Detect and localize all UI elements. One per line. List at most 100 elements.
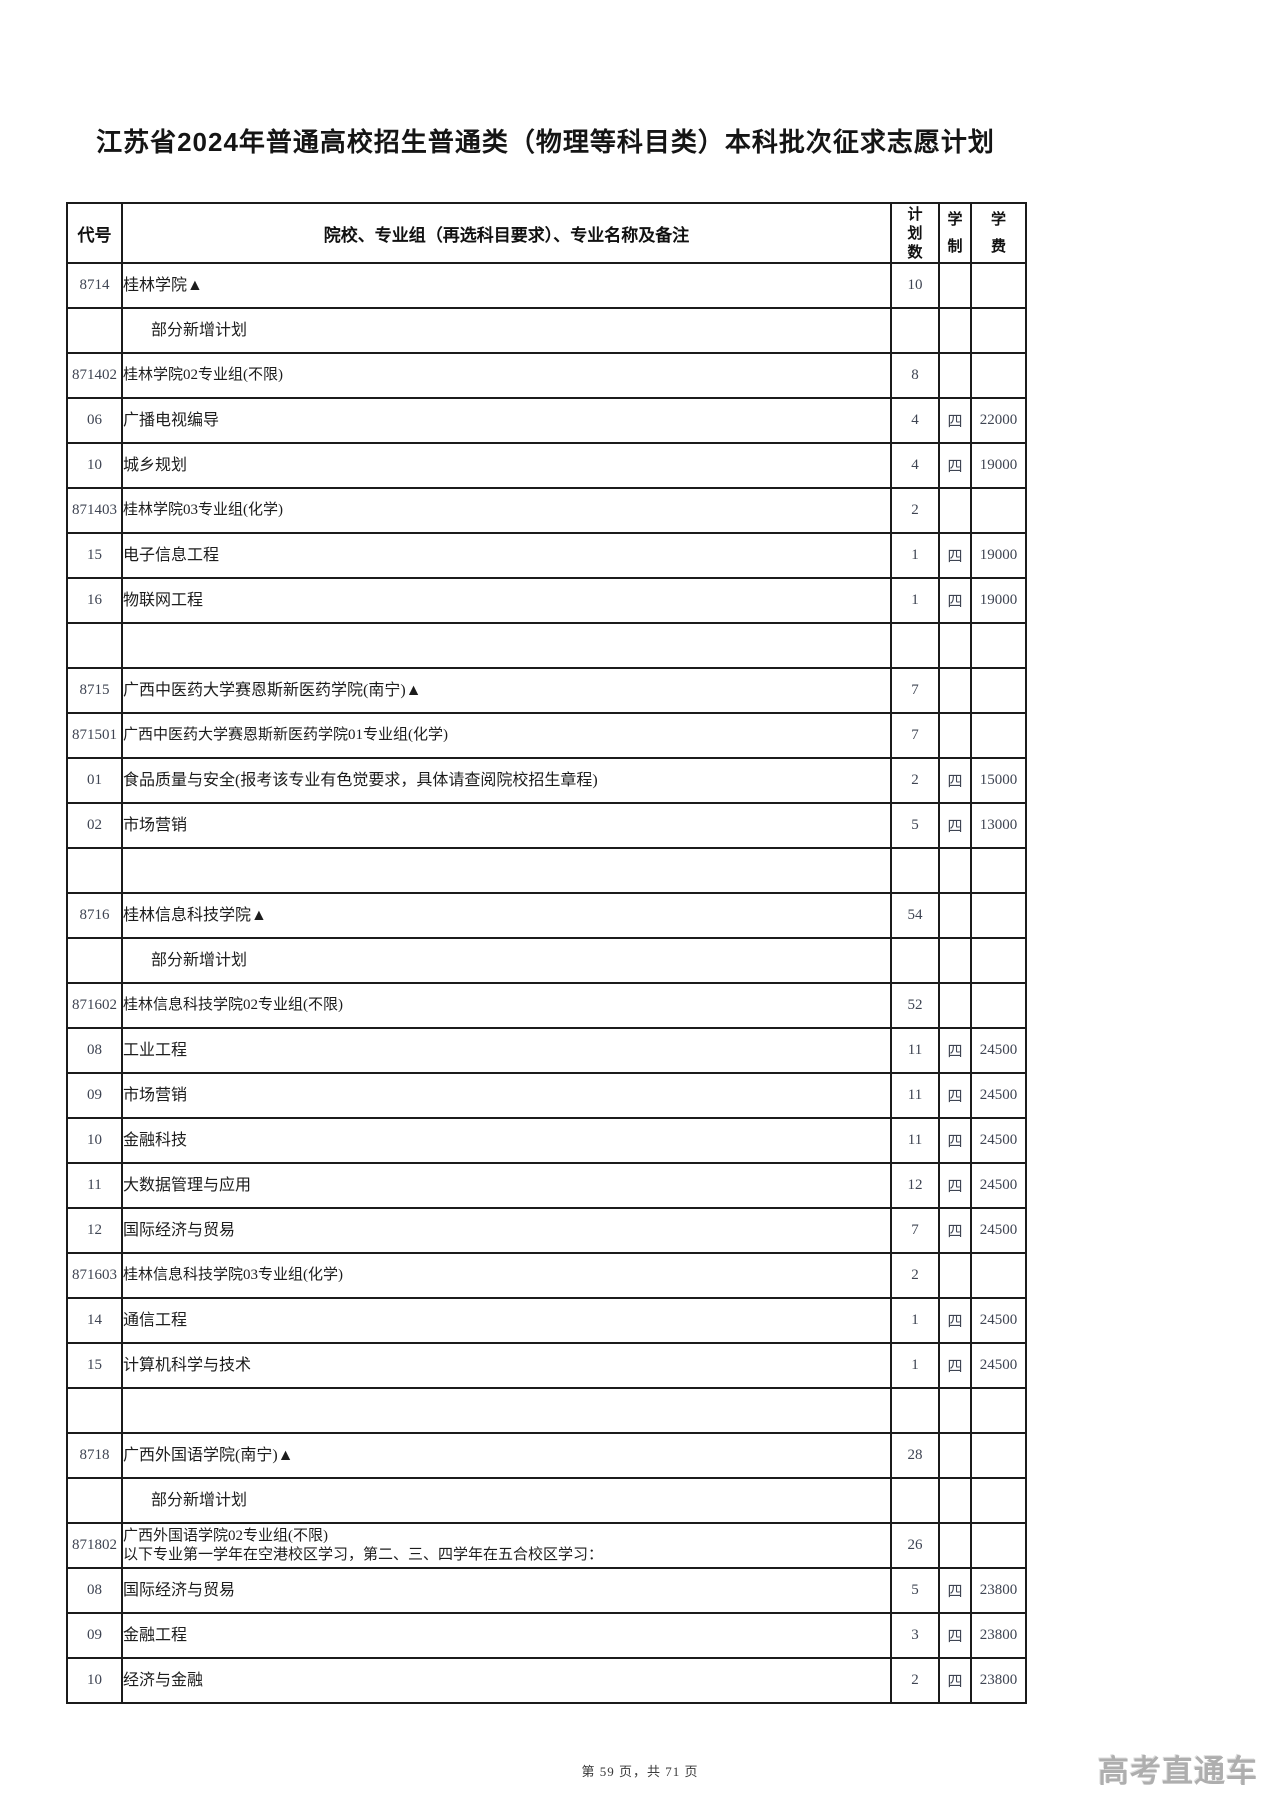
cell-tuition <box>970 712 1027 759</box>
cell-years: 四 <box>938 1162 972 1209</box>
cell-years: 四 <box>938 1612 972 1659</box>
cell-name: 经济与金融 <box>121 1657 892 1704</box>
cell-code <box>66 1477 123 1524</box>
cell-name: 金融科技 <box>121 1117 892 1164</box>
cell-tuition: 19000 <box>970 577 1027 624</box>
table-row: 871802 广西外国语学院02专业组(不限) 以下专业第一学年在空港校区学习，… <box>66 1522 1027 1569</box>
cell-plan-count: 54 <box>890 892 940 939</box>
cell-years <box>938 982 972 1029</box>
cell-name-line1: 桂林学院▲ <box>123 277 203 294</box>
cell-tuition <box>970 1252 1027 1299</box>
watermark-logo: 高考直通车 <box>1098 1754 1258 1789</box>
cell-tuition <box>970 892 1027 939</box>
table-row: 15 电子信息工程 1 四 19000 <box>66 532 1027 579</box>
cell-years: 四 <box>938 577 972 624</box>
table-row: 10 经济与金融 2 四 23800 <box>66 1657 1027 1704</box>
cell-years <box>938 352 972 399</box>
cell-plan-count: 11 <box>890 1027 940 1074</box>
cell-plan-count: 2 <box>890 757 940 804</box>
header-name: 院校、专业组（再选科目要求）、专业名称及备注 <box>121 202 892 264</box>
cell-code <box>66 307 123 354</box>
cell-years: 四 <box>938 1342 972 1389</box>
cell-code: 871602 <box>66 982 123 1029</box>
cell-name: 广西外国语学院02专业组(不限) 以下专业第一学年在空港校区学习，第二、三、四学… <box>121 1522 892 1569</box>
cell-name <box>121 622 892 669</box>
cell-plan-count: 7 <box>890 667 940 714</box>
cell-name-line1: 广西外国语学院(南宁)▲ <box>123 1447 294 1464</box>
cell-code <box>66 1387 123 1434</box>
table-row: 部分新增计划 <box>66 1477 1027 1524</box>
cell-name: 国际经济与贸易 <box>121 1207 892 1254</box>
cell-code: 02 <box>66 802 123 849</box>
cell-years: 四 <box>938 802 972 849</box>
cell-name: 国际经济与贸易 <box>121 1567 892 1614</box>
cell-name-line1: 部分新增计划 <box>151 952 248 969</box>
cell-name-line1: 金融科技 <box>123 1132 188 1149</box>
table-row: 10 城乡规划 4 四 19000 <box>66 442 1027 489</box>
cell-years: 四 <box>938 1072 972 1119</box>
table-row: 871402 桂林学院02专业组(不限) 8 <box>66 352 1027 399</box>
cell-name: 广西外国语学院(南宁)▲ <box>121 1432 892 1479</box>
cell-name-line1: 桂林信息科技学院02专业组(不限) <box>123 997 343 1013</box>
cell-years <box>938 1522 972 1569</box>
cell-years <box>938 1477 972 1524</box>
cell-years <box>938 487 972 534</box>
cell-code: 8714 <box>66 262 123 309</box>
cell-code: 10 <box>66 1117 123 1164</box>
cell-name-line1: 计算机科学与技术 <box>123 1357 252 1374</box>
cell-years: 四 <box>938 1207 972 1254</box>
header-tuition-label: 学费 <box>990 211 1006 255</box>
cell-name-line1: 物联网工程 <box>123 592 204 609</box>
cell-tuition: 24500 <box>970 1072 1027 1119</box>
cell-name-line1: 桂林信息科技学院03专业组(化学) <box>123 1267 343 1283</box>
cell-code: 8715 <box>66 667 123 714</box>
cell-years: 四 <box>938 757 972 804</box>
cell-years <box>938 1252 972 1299</box>
cell-tuition <box>970 982 1027 1029</box>
cell-tuition: 24500 <box>970 1207 1027 1254</box>
cell-years: 四 <box>938 397 972 444</box>
cell-name: 金融工程 <box>121 1612 892 1659</box>
table-row <box>66 1387 1027 1434</box>
cell-name: 通信工程 <box>121 1297 892 1344</box>
cell-years: 四 <box>938 1117 972 1164</box>
cell-name: 市场营销 <box>121 1072 892 1119</box>
cell-plan-count: 2 <box>890 1252 940 1299</box>
cell-tuition <box>970 1432 1027 1479</box>
cell-code: 871802 <box>66 1522 123 1569</box>
cell-name: 物联网工程 <box>121 577 892 624</box>
cell-tuition <box>970 307 1027 354</box>
cell-name-line1: 金融工程 <box>123 1627 188 1644</box>
cell-code: 09 <box>66 1612 123 1659</box>
table-row: 871403 桂林学院03专业组(化学) 2 <box>66 487 1027 534</box>
cell-plan-count: 28 <box>890 1432 940 1479</box>
table-row <box>66 847 1027 894</box>
cell-code: 12 <box>66 1207 123 1254</box>
cell-name: 部分新增计划 <box>121 307 892 354</box>
cell-name-line1: 国际经济与贸易 <box>123 1582 236 1599</box>
table-row: 14 通信工程 1 四 24500 <box>66 1297 1027 1344</box>
cell-years <box>938 892 972 939</box>
table-row: 02 市场营销 5 四 13000 <box>66 802 1027 849</box>
cell-code: 871603 <box>66 1252 123 1299</box>
cell-plan-count: 11 <box>890 1072 940 1119</box>
cell-tuition <box>970 847 1027 894</box>
cell-plan-count: 1 <box>890 1297 940 1344</box>
table-row: 08 国际经济与贸易 5 四 23800 <box>66 1567 1027 1614</box>
cell-code <box>66 937 123 984</box>
cell-plan-count: 12 <box>890 1162 940 1209</box>
cell-name-line1: 桂林信息科技学院▲ <box>123 907 267 924</box>
table-header-row: 代号 院校、专业组（再选科目要求）、专业名称及备注 计划数 学制 学费 <box>66 202 1027 264</box>
cell-tuition <box>970 937 1027 984</box>
cell-name-line1: 经济与金融 <box>123 1672 204 1689</box>
cell-name-line1: 大数据管理与应用 <box>123 1177 252 1194</box>
cell-name: 广播电视编导 <box>121 397 892 444</box>
cell-name-line1: 桂林学院03专业组(化学) <box>123 502 283 518</box>
cell-plan-count: 4 <box>890 442 940 489</box>
cell-years <box>938 1387 972 1434</box>
page-number: 第 59 页，共 71 页 <box>581 1764 699 1779</box>
table-row: 8718 广西外国语学院(南宁)▲ 28 <box>66 1432 1027 1479</box>
cell-plan-count: 1 <box>890 532 940 579</box>
cell-code: 15 <box>66 1342 123 1389</box>
table-body: 8714 桂林学院▲ 10 部分新增计划 871402 桂林学院02专业组(不限… <box>66 262 1027 1704</box>
